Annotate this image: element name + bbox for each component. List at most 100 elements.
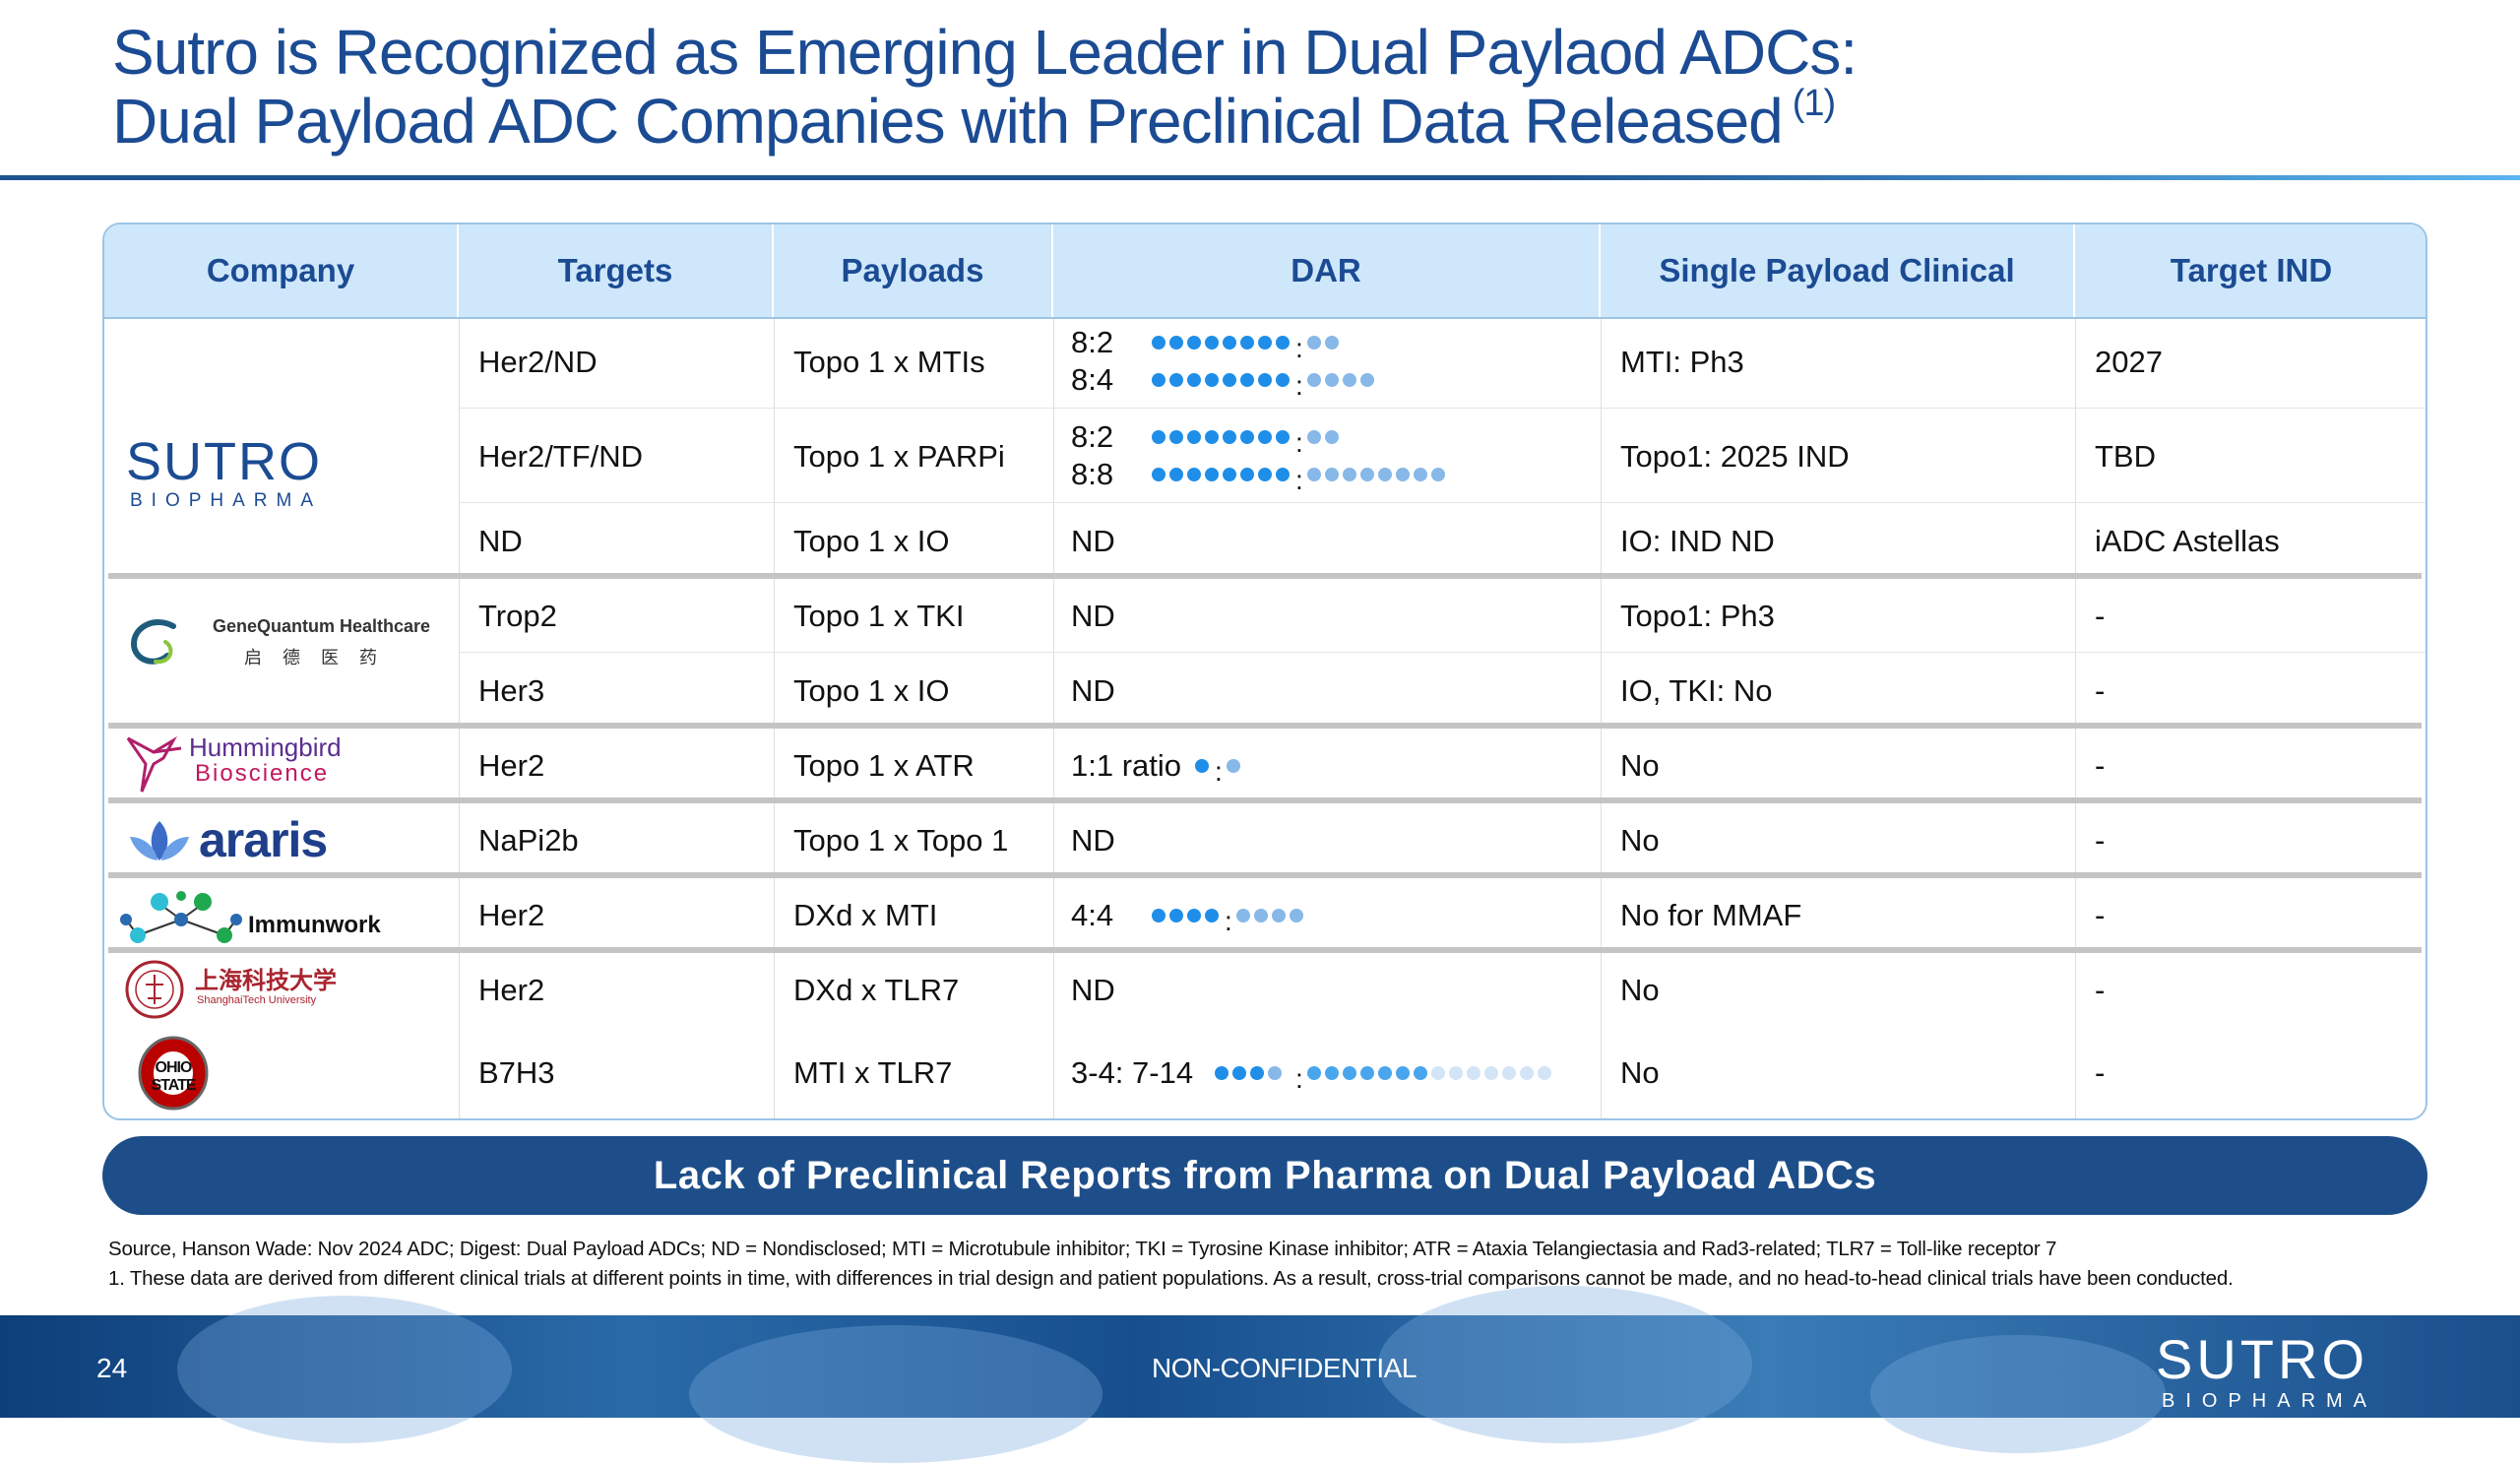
footer-texture (177, 1296, 512, 1443)
dar-payload-dot (1187, 430, 1201, 444)
dar-payload-dot (1276, 336, 1290, 350)
hummingbird-logo: Hummingbird Bioscience (124, 731, 360, 795)
dar-payload-dot (1466, 1066, 1480, 1080)
row-10-clinical: No (1620, 1055, 1660, 1090)
hummingbird-bird-icon (126, 735, 182, 793)
row-7-target-ind: - (2095, 823, 2106, 858)
dar-payload-dot (1395, 468, 1410, 481)
dar-payload-dot (1276, 430, 1290, 444)
company-divider (108, 573, 2422, 579)
dar-payload-dot (1258, 373, 1272, 387)
dar-payload-dot (1276, 468, 1290, 481)
dar-payload-dot (1395, 1066, 1410, 1080)
row-3-clinical: IO: IND ND (1620, 524, 1775, 558)
row-10-target: B7H3 (478, 1055, 555, 1090)
row-4-target: Trop2 (478, 599, 557, 633)
header-targets: Targets (459, 224, 774, 317)
immunwork-name: Immunwork (248, 912, 381, 938)
dar-payload-dot (1226, 759, 1240, 773)
dar-payload-dot (1519, 1066, 1534, 1080)
dar-payload-dot (1306, 1066, 1321, 1080)
dar-separator: : (1295, 427, 1303, 458)
table-header: Company Targets Payloads DAR Single Payl… (104, 224, 2426, 319)
row-1-dar-line-2: 8:4 (1071, 362, 1114, 397)
row-7-clinical: No (1620, 823, 1660, 858)
dar-payload-dot (1205, 373, 1219, 387)
title-divider (0, 175, 2520, 180)
dar-payload-dot (1271, 909, 1286, 922)
column-divider (1053, 319, 1054, 1118)
dar-payload-dot (1205, 909, 1219, 922)
dar-payload-dot (1276, 373, 1290, 387)
row-6-dar: 1:1 ratio (1071, 748, 1182, 783)
dar-payload-dot (1152, 373, 1166, 387)
row-1-target: Her2/ND (478, 345, 598, 379)
row-2-target-ind: TBD (2095, 439, 2156, 474)
footer-texture (1378, 1286, 1752, 1443)
header-target-ind: Target IND (2170, 252, 2333, 288)
row-10-dar: 3-4: 7-14 (1071, 1055, 1194, 1090)
row-8-payload: DXd x MTI (793, 898, 938, 932)
footer-sutro-logo: SUTRO BIOPHARMA (2156, 1327, 2451, 1412)
sutro-logo-subtext: BIOPHARMA (130, 490, 323, 511)
row-1-payload: Topo 1 x MTIs (793, 345, 985, 379)
dar-payload-dot (1169, 909, 1183, 922)
dar-payload-dot (1223, 468, 1236, 481)
dar-payload-dot (1377, 468, 1392, 481)
dar-payload-dot (1324, 468, 1339, 481)
immunwork-logo: Immunwork (120, 890, 415, 949)
dar-payload-dot (1223, 336, 1236, 350)
row-6-target: Her2 (478, 748, 545, 783)
shanghaitech-seal-icon (125, 960, 184, 1019)
row-6-target-ind: - (2095, 748, 2106, 783)
row-9-payload: DXd x TLR7 (793, 973, 960, 1007)
row-divider (459, 652, 2426, 653)
dar-payload-dot (1430, 1066, 1445, 1080)
row-2-dar-line-2: 8:8 (1071, 457, 1114, 491)
row-3-dar: ND (1071, 524, 1115, 558)
dar-payload-dot (1240, 336, 1254, 350)
footnote-1: 1. These data are derived from different… (108, 1267, 2234, 1290)
dar-payload-dot (1537, 1066, 1551, 1080)
dar-payload-dot (1342, 1066, 1356, 1080)
dar-payload-dot (1306, 468, 1321, 481)
hummingbird-name-1: Hummingbird (189, 732, 342, 762)
row-6-dar-dots: : (1195, 750, 1244, 787)
dar-payload-dot (1268, 1066, 1282, 1080)
row-9-target-ind: - (2095, 973, 2106, 1007)
araris-logo: araris (130, 809, 356, 868)
dar-payload-dot (1483, 1066, 1498, 1080)
dar-payload-dot (1152, 336, 1166, 350)
dar-payload-dot (1258, 468, 1272, 481)
dar-payload-dot (1223, 373, 1236, 387)
row-5-target-ind: - (2095, 673, 2106, 708)
dar-payload-dot (1430, 468, 1445, 481)
dar-payload-dot (1359, 468, 1374, 481)
genequantum-name-cn: 启 德 医 药 (244, 648, 386, 668)
ohio-state-text: OHIO STATE (151, 1059, 196, 1094)
dar-payload-dot (1240, 430, 1254, 444)
row-6-payload: Topo 1 x ATR (793, 748, 975, 783)
header-single-payload-clinical: Single Payload Clinical (1601, 224, 2075, 317)
title-footnote-ref: (1) (1792, 83, 1836, 124)
title-line-1: Sutro is Recognized as Emerging Leader i… (112, 17, 1858, 88)
row-2-target: Her2/TF/ND (478, 439, 644, 474)
confidentiality-label: NON-CONFIDENTIAL (1152, 1353, 1417, 1383)
dar-payload-dot (1205, 336, 1219, 350)
dar-payload-dot (1240, 468, 1254, 481)
dar-payload-dot (1501, 1066, 1516, 1080)
shanghaitech-logo: 上海科技大学 ShanghaiTech University (124, 957, 419, 1026)
row-10-target-ind: - (2095, 1055, 2106, 1090)
dar-payload-dot (1258, 336, 1272, 350)
row-6-clinical: No (1620, 748, 1660, 783)
genequantum-swirl-icon (130, 619, 176, 665)
header-payloads: Payloads (774, 224, 1053, 317)
dar-payload-dot (1187, 373, 1201, 387)
dar-payload-dot (1413, 1066, 1427, 1080)
dar-payload-dot (1187, 336, 1201, 350)
immunwork-molecule-icon (120, 891, 242, 943)
dar-payload-dot (1205, 430, 1219, 444)
footer-bar: SUTRO BIOPHARMA (0, 1286, 2520, 1463)
row-7-payload: Topo 1 x Topo 1 (793, 823, 1009, 858)
shanghaitech-name-en: ShanghaiTech University (197, 994, 317, 1006)
